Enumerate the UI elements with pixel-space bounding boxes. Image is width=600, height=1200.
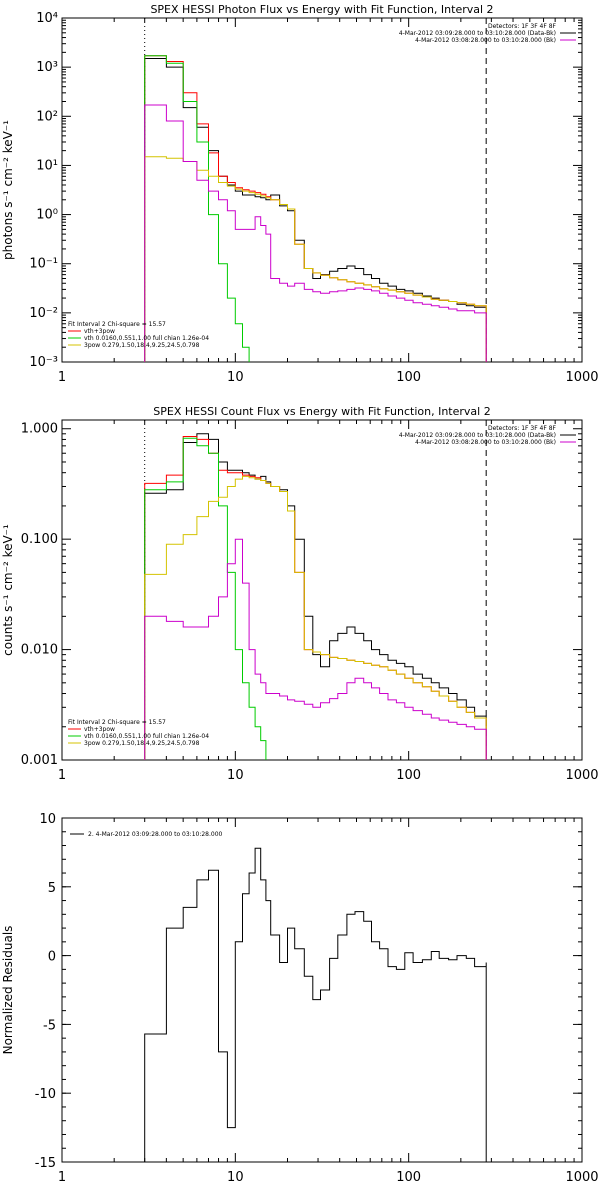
series-line-4 [144,475,487,760]
y-tick-label: 10 [39,812,56,827]
legend-bottom-left: Fit Interval 2 Chi-square = 15.57vth+3po… [68,719,209,747]
legend-entry: vth 0.0160,0.551,1.00 full chian 1.26e-0… [84,335,209,342]
y-tick-label: 5 [48,881,56,896]
series-line-5 [144,104,487,362]
series-line-3 [144,437,267,760]
series-line-5 [144,538,487,760]
series-group [144,55,487,362]
legend-entry: 4-Mar-2012 03:09:28.000 to 03:10:28.000 … [399,30,556,37]
x-tick-label: 100 [396,768,421,783]
series-line-1 [144,847,487,1162]
chart-panel-2: SPEX HESSI Count Flux vs Energy with Fit… [1,405,599,783]
plot-frame [61,419,583,761]
x-tick-label: 10 [227,1170,244,1185]
x-tick-label: 100 [396,1170,421,1185]
y-axis: 10 5 0 -5 -10 -15 [35,812,582,1171]
legend-entry: Detectors: 1F 3F 4F 8F [488,425,557,432]
y-tick-label: 0.010 [21,643,58,658]
x-tick-label: 100 [396,370,421,385]
series-line-4 [144,156,487,362]
legend-entry: Fit Interval 2 Chi-square = 15.57 [68,321,166,328]
chart-panels: SPEX HESSI Photon Flux vs Energy with Fi… [1,3,599,1185]
legend-entry: 2. 4-Mar-2012 03:09:28.000 to 03:10:28.0… [88,831,223,838]
chart-title: SPEX HESSI Photon Flux vs Energy with Fi… [150,3,493,16]
plot-frame [61,817,583,1163]
y-tick-label: -15 [35,1156,56,1171]
x-tick-label: 1000 [565,768,598,783]
y-tick-label: 10³ [36,60,58,75]
y-tick-label: -5 [43,1018,56,1033]
x-axis: 1 10 100 1000 [58,818,599,1185]
x-tick-label: 1000 [565,370,598,385]
chart-panel-3: Normalized Residuals 1 10 100 1000 10 5 0 -5 -10 -… [1,812,599,1185]
y-tick-label: 0.100 [21,532,58,547]
x-tick-label: 10 [227,370,244,385]
y-tick-label: 10⁻¹ [29,257,58,272]
chart-panel-1: SPEX HESSI Photon Flux vs Energy with Fi… [1,3,599,385]
legend-entry: Detectors: 1F 3F 4F 8F [488,23,557,30]
series-group [144,847,487,1162]
legend-top-right: Detectors: 1F 3F 4F 8F4-Mar-2012 03:09:2… [399,425,576,446]
chart-title: SPEX HESSI Count Flux vs Energy with Fit… [153,405,490,418]
x-tick-label: 1 [58,370,66,385]
y-tick-label: 0 [48,950,56,965]
x-tick-label: 10 [227,768,244,783]
legend-entry: 3pow 0.279,1.50,18.4,9.25,24.5,0.798 [84,342,200,349]
x-tick-label: 1000 [565,1170,598,1185]
x-tick-label: 1 [58,1170,66,1185]
legend-top-left: 2. 4-Mar-2012 03:09:28.000 to 03:10:28.0… [70,831,223,838]
y-tick-label: 10¹ [36,158,58,173]
legend-bottom-left: Fit Interval 2 Chi-square = 15.57vth+3po… [68,321,209,349]
series-line-3 [144,55,250,362]
legend-entry: 4-Mar-2012 03:09:28.000 to 03:10:28.000 … [399,432,556,439]
legend-entry: Fit Interval 2 Chi-square = 15.57 [68,719,166,726]
y-tick-label: 10⁴ [36,11,58,26]
y-axis: 0.001 0.010 0.100 1.000 [21,422,582,768]
legend-entry: 3pow 0.279,1.50,18.4,9.25,24.5,0.798 [84,740,200,747]
x-axis: 1 10 100 1000 [58,420,599,783]
legend-entry: 4-Mar-2012 03:08:28.000 to 03:10:28.000 … [415,37,556,44]
legend-entry: vth 0.0160,0.551,1.00 full chian 1.26e-0… [84,733,209,740]
y-tick-label: 1.000 [21,422,58,437]
x-axis: 1 10 100 1000 [58,18,599,385]
y-tick-label: 10⁰ [36,208,58,223]
series-line-1 [144,433,487,760]
y-tick-label: -10 [35,1087,56,1102]
plot-frame [61,17,583,363]
legend-entry: vth+3pow [84,328,115,335]
legend-top-right: Detectors: 1F 3F 4F 8F4-Mar-2012 03:09:2… [399,23,576,44]
x-tick-label: 1 [58,768,66,783]
y-axis-label: Normalized Residuals [1,926,15,1055]
y-axis-label: counts s⁻¹ cm⁻² keV⁻¹ [1,524,15,656]
legend-entry: 4-Mar-2012 03:08:28.000 to 03:10:28.000 … [415,439,556,446]
y-tick-label: 10⁻³ [29,355,58,370]
y-tick-label: 10² [36,109,58,124]
y-axis: 10⁻³ 10⁻² 10⁻¹ 10⁰ 10¹ 10² 10³ 10⁴ [29,11,582,370]
series-group [144,433,487,760]
y-axis-label: photons s⁻¹ cm⁻² keV⁻¹ [1,120,15,260]
legend-entry: vth+3pow [84,726,115,733]
y-tick-label: 10⁻² [29,306,58,321]
y-tick-label: 0.001 [21,753,58,768]
